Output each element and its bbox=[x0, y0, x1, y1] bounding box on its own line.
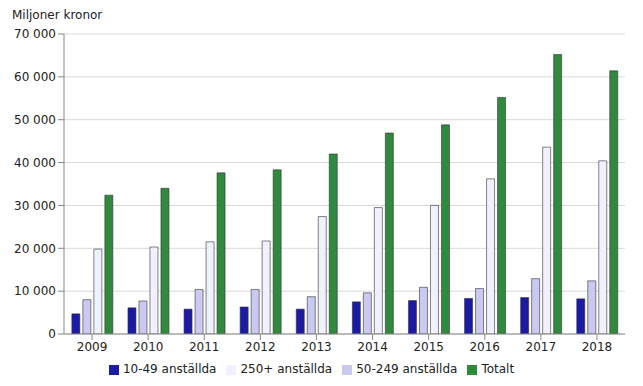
svg-text:2015: 2015 bbox=[413, 340, 444, 354]
svg-text:2013: 2013 bbox=[301, 340, 332, 354]
svg-text:20 000: 20 000 bbox=[14, 242, 56, 256]
svg-text:2014: 2014 bbox=[357, 340, 388, 354]
html-text:Totalt: Totalt bbox=[481, 362, 515, 376]
html-text:50-249 anställda: 50-249 anställda bbox=[356, 362, 458, 376]
svg-text:2009: 2009 bbox=[77, 340, 108, 354]
html-text:250+ anställda: 250+ anställda bbox=[240, 362, 333, 376]
html-text:Miljoner kronor: Miljoner kronor bbox=[12, 8, 103, 22]
svg-text:2010: 2010 bbox=[133, 340, 164, 354]
svg-text:50 000: 50 000 bbox=[14, 113, 56, 127]
svg-text:2011: 2011 bbox=[189, 340, 220, 354]
svg-text:40 000: 40 000 bbox=[14, 156, 56, 170]
svg-text:70 000: 70 000 bbox=[14, 27, 56, 41]
svg-text:2012: 2012 bbox=[245, 340, 276, 354]
svg-text:60 000: 60 000 bbox=[14, 70, 56, 84]
svg-text:2018: 2018 bbox=[582, 340, 613, 354]
svg-text:10 000: 10 000 bbox=[14, 284, 56, 298]
svg-text:2017: 2017 bbox=[526, 340, 557, 354]
svg-text:0: 0 bbox=[48, 327, 56, 341]
html-text:10-49 anställda: 10-49 anställda bbox=[122, 362, 217, 376]
svg-text:2016: 2016 bbox=[469, 340, 500, 354]
svg-text:30 000: 30 000 bbox=[14, 199, 56, 213]
